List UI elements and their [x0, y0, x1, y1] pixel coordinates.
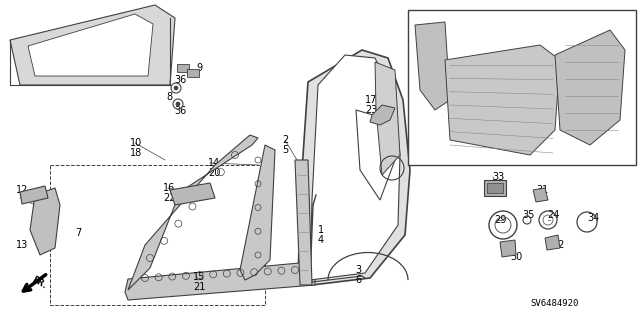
Polygon shape [30, 188, 60, 255]
Text: 9: 9 [196, 63, 202, 73]
Text: 24: 24 [547, 210, 559, 220]
Polygon shape [310, 55, 400, 280]
Polygon shape [500, 240, 516, 257]
Text: 23: 23 [365, 105, 378, 115]
Text: 33: 33 [492, 172, 504, 182]
Bar [484, 180, 506, 196]
Text: 7: 7 [75, 228, 81, 238]
Polygon shape [415, 22, 450, 110]
Text: SV6484920: SV6484920 [530, 299, 579, 308]
Text: 36: 36 [174, 106, 186, 116]
Text: 16: 16 [163, 183, 175, 193]
Text: FR.: FR. [30, 275, 48, 291]
Bar [487, 183, 503, 193]
Circle shape [176, 102, 180, 106]
Text: 1: 1 [318, 225, 324, 235]
Text: 15: 15 [193, 272, 205, 282]
Polygon shape [170, 183, 215, 205]
Polygon shape [356, 110, 395, 200]
Polygon shape [375, 62, 400, 175]
Text: 6: 6 [355, 275, 361, 285]
Text: 34: 34 [587, 213, 599, 223]
Circle shape [174, 86, 178, 90]
Text: 2: 2 [282, 135, 288, 145]
Text: 3: 3 [355, 265, 361, 275]
Polygon shape [295, 160, 312, 285]
Polygon shape [28, 14, 153, 76]
Text: 32: 32 [552, 240, 564, 250]
Text: 25: 25 [414, 18, 426, 28]
Text: 17: 17 [365, 95, 378, 105]
Polygon shape [555, 30, 625, 145]
Text: 29: 29 [494, 215, 506, 225]
Text: 31: 31 [536, 185, 548, 195]
Polygon shape [533, 188, 548, 202]
Text: 35: 35 [522, 210, 534, 220]
Text: 22: 22 [163, 193, 175, 203]
Text: 26: 26 [436, 35, 449, 45]
Polygon shape [545, 235, 560, 250]
Text: 30: 30 [510, 252, 522, 262]
Bar [177, 64, 189, 72]
Polygon shape [370, 105, 395, 125]
Bar [408, 10, 636, 165]
Text: 20: 20 [208, 168, 220, 178]
Text: 5: 5 [282, 145, 288, 155]
Text: 8: 8 [166, 92, 172, 102]
Text: 36: 36 [174, 75, 186, 85]
Text: 10: 10 [130, 138, 142, 148]
Polygon shape [125, 262, 315, 300]
Text: 12: 12 [16, 185, 28, 195]
Polygon shape [128, 135, 258, 290]
Text: 14: 14 [208, 158, 220, 168]
Polygon shape [240, 145, 275, 280]
Polygon shape [20, 186, 48, 204]
Text: 13: 13 [16, 240, 28, 250]
Text: 28: 28 [543, 58, 556, 68]
Text: 18: 18 [130, 148, 142, 158]
Text: 21: 21 [193, 282, 205, 292]
Bar [187, 69, 199, 77]
Polygon shape [298, 50, 410, 285]
Text: 27: 27 [505, 75, 518, 85]
Polygon shape [445, 45, 560, 155]
Bar [50, 165, 265, 305]
Polygon shape [10, 5, 175, 85]
Text: 4: 4 [318, 235, 324, 245]
